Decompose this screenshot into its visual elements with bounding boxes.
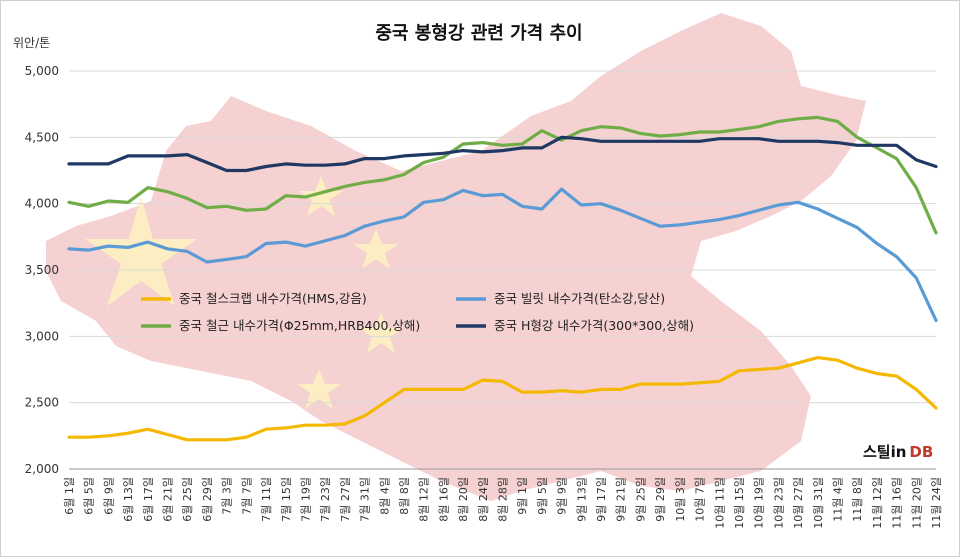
x-tick-label: 11월 4일: [830, 477, 844, 522]
x-tick-label: 9월 13일: [574, 477, 588, 522]
x-tick-label: 8월 4일: [377, 477, 391, 515]
y-tick-label: 2,000: [25, 462, 59, 476]
series-line-2: [67, 187, 938, 322]
watermark-logo: 스틸in DB: [863, 443, 933, 461]
y-tick-label: 2,500: [25, 396, 59, 410]
x-tick-label: 6월 25일: [180, 477, 194, 522]
x-tick-label: 6월 17일: [141, 477, 155, 522]
y-axis-ticks: 2,000 2,500 3,000 3,500 4,000 4,500 5,000: [25, 64, 59, 476]
map-star-small-2: [354, 229, 398, 269]
x-tick-label: 10월 19일: [752, 477, 766, 529]
x-tick-label: 7월 19일: [298, 477, 312, 522]
x-tick-label: 11월 16일: [890, 477, 904, 529]
x-tick-label: 10월 11일: [712, 477, 726, 529]
series-line-1: [67, 356, 938, 442]
x-tick-label: 7월 31일: [358, 477, 372, 522]
y-axis-unit-label: 위안/톤: [13, 36, 50, 50]
x-tick-label: 11월 12일: [870, 477, 884, 529]
gridlines: [69, 70, 936, 470]
y-tick-label: 3,000: [25, 329, 59, 343]
legend: 중국 철스크랩 내수가격(HMS,강음) 중국 빌릿 내수가격(탄소강,당산) 중국…: [141, 291, 694, 333]
x-tick-label: 8월 12일: [417, 477, 431, 522]
legend-label: 중국 철스크랩 내수가격(HMS,강음): [179, 291, 367, 306]
x-tick-label: 7월 27일: [338, 477, 352, 522]
china-map-background: [46, 13, 866, 501]
series-line-3: [67, 115, 938, 235]
x-tick-label: 7월 3일: [220, 477, 234, 515]
x-axis-ticks: 6월 1일 6월 5일 6월 9일 6월 13일 6월 17일 6월 21일 6월 25일 6…: [62, 477, 943, 529]
x-tick-label: 10월 27일: [791, 477, 805, 529]
x-tick-label: 6월 9일: [101, 477, 115, 515]
x-tick-label: 9월 1일: [515, 477, 529, 515]
map-star-large: [85, 196, 197, 306]
y-tick-label: 4,000: [25, 197, 59, 211]
x-tick-label: 7월 15일: [279, 477, 293, 522]
x-tick-label: 8월 24일: [476, 477, 490, 522]
x-tick-label: 6월 1일: [62, 477, 76, 515]
x-tick-label: 8월 16일: [436, 477, 450, 522]
map-star-small-3: [359, 313, 403, 353]
x-tick-label: 10월 31일: [811, 477, 825, 529]
x-tick-label: 6월 29일: [200, 477, 214, 522]
x-tick-label: 8월 20일: [456, 477, 470, 522]
map-star-small-4: [297, 369, 341, 409]
legend-label: 중국 빌릿 내수가격(탄소강,당산): [494, 291, 665, 306]
x-tick-label: 6월 5일: [82, 477, 96, 515]
x-tick-label: 8월 8일: [397, 477, 411, 515]
y-tick-label: 4,500: [25, 130, 59, 144]
x-tick-label: 9월 5일: [535, 477, 549, 515]
legend-label: 중국 철근 내수가격(Φ25mm,HRB400,상해): [179, 318, 420, 333]
x-tick-label: 9월 17일: [594, 477, 608, 522]
x-tick-label: 6월 13일: [121, 477, 135, 522]
x-tick-label: 10월 3일: [673, 477, 687, 522]
x-tick-label: 10월 23일: [771, 477, 785, 529]
x-tick-label: 7월 7일: [239, 477, 253, 515]
x-tick-label: 10월 15일: [732, 477, 746, 529]
x-tick-label: 9월 25일: [633, 477, 647, 522]
x-tick-label: 11월 20일: [909, 477, 923, 529]
x-tick-label: 9월 21일: [614, 477, 628, 522]
series-lines: [67, 115, 938, 442]
map-star-small-1: [299, 176, 343, 216]
series-line-4: [67, 135, 938, 173]
x-tick-label: 11월 8일: [850, 477, 864, 522]
y-tick-label: 5,000: [25, 64, 59, 78]
x-tick-label: 6월 21일: [161, 477, 175, 522]
x-tick-label: 8월 28일: [496, 477, 510, 522]
x-tick-label: 9월 29일: [653, 477, 667, 522]
x-tick-label: 7월 11일: [259, 477, 273, 522]
x-tick-label: 7월 23일: [318, 477, 332, 522]
x-tick-label: 11월 24일: [929, 477, 943, 529]
x-tick-label: 9월 9일: [555, 477, 569, 515]
chart-title: 중국 봉형강 관련 가격 추이: [375, 23, 582, 44]
x-tick-label: 10월 7일: [693, 477, 707, 522]
legend-label: 중국 H형강 내수가격(300*300,상해): [494, 318, 694, 333]
y-tick-label: 3,500: [25, 263, 59, 277]
